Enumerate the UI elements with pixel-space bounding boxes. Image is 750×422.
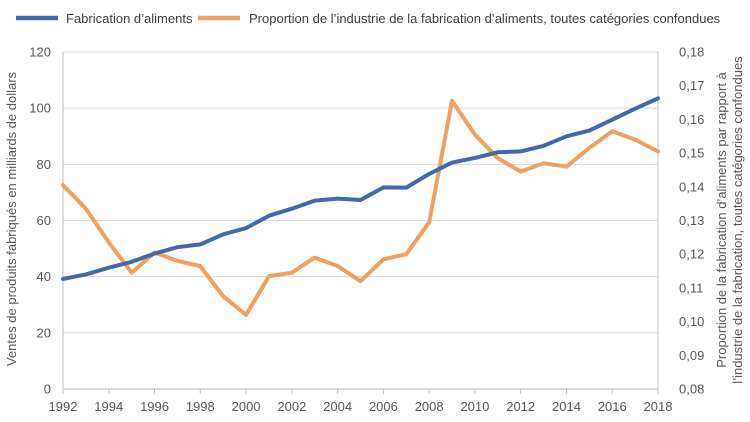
x-tick-label: 2010	[460, 399, 489, 414]
right-tick-label: 0,16	[679, 112, 704, 127]
right-tick-label: 0,09	[679, 348, 704, 363]
x-tick-label: 1996	[140, 399, 169, 414]
left-tick-label: 120	[29, 45, 51, 60]
x-tick-label: 2006	[369, 399, 398, 414]
left-tick-label: 100	[29, 101, 51, 116]
left-axis-title: Ventes de produits fabriqués en milliard…	[4, 71, 19, 366]
legend: Fabrication d’aliments Proportion de l’i…	[16, 11, 721, 26]
x-tick-label: 1998	[186, 399, 215, 414]
right-tick-label: 0,18	[679, 45, 704, 60]
right-tick-label: 0,13	[679, 213, 704, 228]
right-tick-label: 0,14	[679, 179, 704, 194]
left-tick-label: 40	[37, 269, 51, 284]
right-axis-title-line2: l’industrie de la fabrication, toutes ca…	[730, 56, 745, 384]
left-tick-label: 80	[37, 157, 51, 172]
x-tick-label: 2000	[232, 399, 261, 414]
x-tick-label: 2018	[644, 399, 673, 414]
x-tick-label: 1994	[94, 399, 123, 414]
left-tick-label: 60	[37, 213, 51, 228]
legend-label-food: Fabrication d’aliments	[66, 11, 193, 26]
x-tick-label: 2002	[277, 399, 306, 414]
series-line-food-share	[61, 98, 660, 317]
right-tick-label: 0,11	[679, 280, 703, 295]
gridlines	[63, 51, 658, 334]
right-tick-label: 0,17	[679, 78, 704, 93]
x-tick-label: 2014	[552, 399, 581, 414]
right-axis-ticks: 0,08 0,09 0,10 0,11 0,12 0,13 0,14 0,15 0,16 0,17…	[679, 45, 704, 397]
x-tick-label: 1992	[49, 399, 78, 414]
x-tick-label: 2008	[415, 399, 444, 414]
x-tick-label: 2016	[598, 399, 627, 414]
x-axis-ticks: 1992 1994 1996 1998 2000 2002 2004 2006 2008 2010…	[49, 389, 673, 414]
series	[61, 96, 660, 317]
right-tick-label: 0,08	[679, 382, 704, 397]
left-tick-label: 0	[44, 382, 51, 397]
legend-label-share: Proportion de l’industrie de la fabricat…	[249, 11, 721, 26]
left-axis-ticks: 0 20 40 60 80 100 120	[29, 45, 51, 397]
axes	[62, 52, 659, 390]
x-tick-label: 2012	[506, 399, 535, 414]
series-line-food-manufacturing	[61, 96, 660, 281]
left-tick-label: 20	[37, 325, 51, 340]
right-tick-label: 0,12	[679, 247, 704, 262]
x-tick-label: 2004	[323, 399, 352, 414]
right-axis-title-line1: Proportion de la fabrication d’aliments …	[714, 71, 729, 367]
right-tick-label: 0,10	[679, 314, 704, 329]
right-tick-label: 0,15	[679, 146, 704, 161]
